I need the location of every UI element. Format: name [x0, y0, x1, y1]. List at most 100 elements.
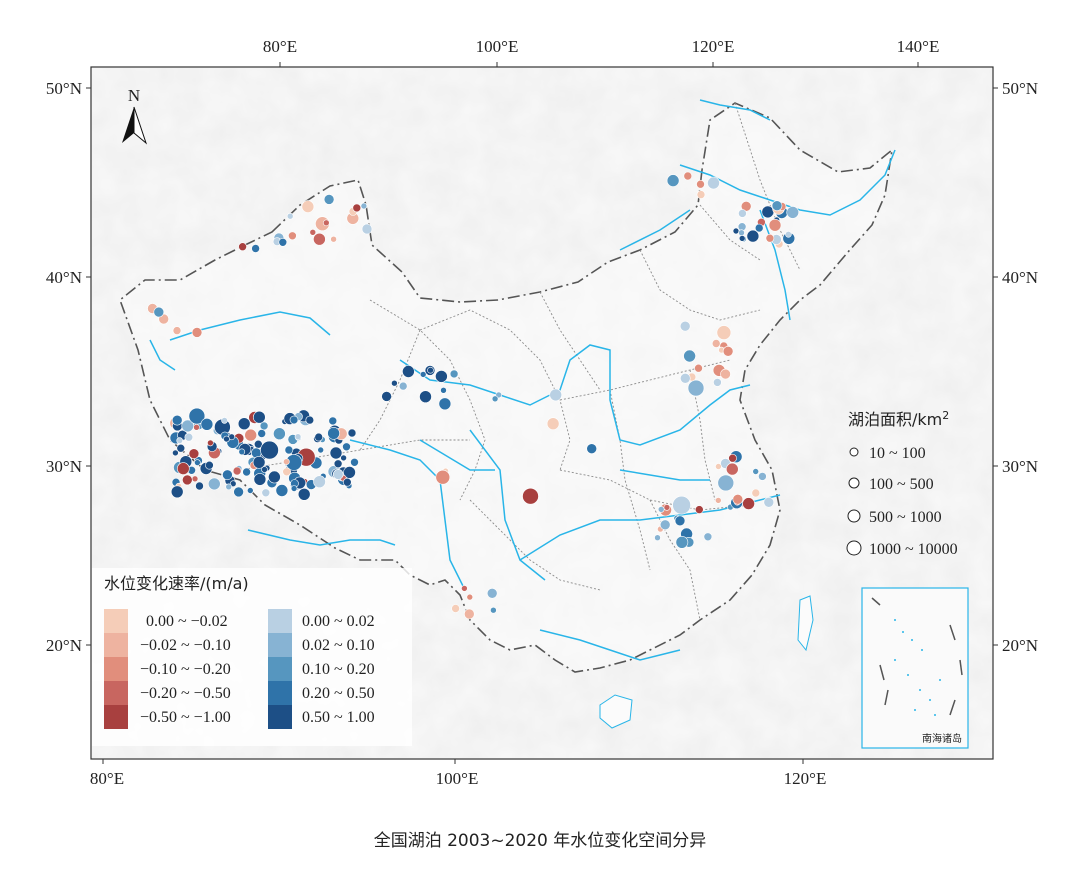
lake-point: [427, 366, 434, 374]
lake-point: [785, 231, 792, 238]
lake-point: [754, 223, 764, 233]
lake-point: [182, 474, 193, 486]
lake-point: [435, 370, 448, 383]
rate-neg-label-0: 0.00 ~ −0.02: [146, 613, 228, 630]
lake-point: [360, 202, 368, 210]
area-legend-label-0: 10 ~ 100: [869, 445, 926, 462]
lake-point: [188, 407, 206, 425]
lake-point: [181, 419, 194, 433]
right-lat-label-0: 50°N: [1002, 79, 1038, 98]
lake-point: [347, 428, 357, 438]
hainan-island: [599, 694, 633, 729]
lake-point: [466, 593, 474, 601]
lake-point: [275, 484, 289, 497]
lake-point: [491, 395, 499, 403]
lake-point: [153, 306, 165, 318]
lake-point: [253, 473, 267, 486]
lake-point: [317, 446, 325, 454]
north-arrow-label: N: [128, 86, 140, 105]
rate-pos-label-4: 0.50 ~ 1.00: [302, 709, 375, 726]
lake-point: [233, 486, 244, 498]
lake-point: [738, 235, 746, 242]
lake-point: [486, 587, 498, 599]
north-arrow: N: [122, 86, 148, 145]
inset-label: 南海诸岛: [922, 732, 962, 745]
left-lat-label-0: 50°N: [46, 79, 82, 98]
lake-point: [260, 440, 279, 460]
lake-point: [323, 194, 335, 205]
lake-point: [244, 428, 257, 442]
rate-neg-label-4: −0.50 ~ −1.00: [140, 709, 231, 726]
lake-point: [200, 417, 214, 431]
area-legend-symbol-0: [849, 447, 859, 457]
lake-point: [696, 190, 706, 199]
lake-point: [711, 339, 721, 348]
area-legend-label-2: 500 ~ 1000: [869, 509, 942, 526]
figure-caption: 全国湖泊 2003~2020 年水位变化空间分异: [373, 831, 707, 851]
lake-point: [322, 219, 330, 227]
lake-point: [732, 493, 744, 505]
rate-neg-swatch-1: [104, 633, 128, 657]
lake-point: [257, 429, 267, 438]
area-legend-symbol-1: [848, 477, 860, 489]
lake-point: [327, 426, 340, 440]
lake-point: [294, 433, 302, 441]
lake-point: [343, 466, 356, 479]
lake-point: [683, 171, 693, 181]
lake-point: [313, 232, 326, 246]
inset-islands: [894, 619, 941, 716]
lake-point: [268, 470, 281, 484]
lake-point: [694, 363, 703, 373]
lake-point: [252, 410, 266, 424]
lake-point: [522, 487, 539, 505]
lake-point: [184, 432, 194, 442]
lake-point: [332, 469, 344, 480]
lake-point: [350, 457, 359, 467]
top-lon-label-2: 120°E: [692, 37, 735, 56]
lake-point: [742, 497, 755, 510]
lake-point: [330, 235, 337, 243]
lake-point: [261, 488, 271, 498]
lake-point: [659, 519, 671, 531]
lake-point: [176, 437, 183, 444]
lake-point: [586, 443, 598, 455]
lake-point: [225, 483, 232, 491]
lake-point: [229, 480, 237, 488]
lake-point: [449, 369, 459, 379]
lake-point: [278, 238, 288, 247]
lake-point: [191, 475, 199, 483]
rate-pos-label-2: 0.10 ~ 0.20: [302, 661, 375, 678]
lake-point: [738, 209, 747, 218]
lake-point: [451, 604, 460, 613]
rate-neg-swatch-2: [104, 657, 128, 681]
lake-point: [419, 390, 432, 404]
lake-point: [419, 371, 427, 378]
lake-point: [771, 200, 783, 211]
lake-point: [720, 368, 731, 380]
rate-pos-swatch-1: [268, 633, 292, 657]
lake-point: [194, 459, 201, 466]
lake-point: [329, 446, 343, 460]
lake-point: [717, 474, 735, 492]
lake-point: [490, 606, 497, 614]
right-lat-label-1: 40°N: [1002, 268, 1038, 287]
lake-point: [170, 485, 184, 499]
lake-point: [696, 179, 705, 189]
lake-point: [663, 504, 671, 511]
lake-point: [713, 378, 722, 387]
top-lon-label-3: 140°E: [897, 37, 940, 56]
lake-point: [679, 320, 691, 332]
lake-point: [221, 417, 228, 424]
rate-neg-swatch-4: [104, 705, 128, 729]
lake-point: [714, 497, 722, 504]
lake-point: [440, 386, 447, 394]
bottom-lon-label-1: 100°E: [436, 769, 479, 788]
lake-point: [687, 379, 705, 397]
lake-point: [242, 467, 251, 477]
china-land: [119, 102, 894, 673]
bottom-lon-label-0: 80°E: [90, 769, 124, 788]
rate-pos-swatch-4: [268, 705, 292, 729]
lake-point: [177, 462, 190, 475]
lake-point: [763, 496, 775, 508]
lake-point: [223, 435, 230, 443]
